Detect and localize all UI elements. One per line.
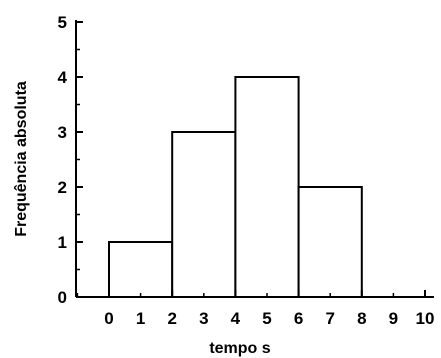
histogram-bar-2 [234, 76, 300, 298]
histogram-bar-3 [297, 186, 363, 298]
y-tick-label: 0 [58, 288, 67, 307]
ticks-layer [76, 21, 426, 298]
x-tick-label: 3 [199, 309, 208, 328]
y-tick-label: 1 [58, 233, 67, 252]
tick-labels-layer: 0 1 2 3 4 5 0 1 2 3 4 5 6 7 8 9 10 [58, 13, 435, 328]
x-tick-label: 1 [136, 309, 145, 328]
x-tick-label: 6 [294, 309, 303, 328]
histogram-bar-1 [171, 131, 237, 298]
x-tick-label: 2 [167, 309, 176, 328]
axes-layer [75, 20, 434, 298]
histogram-bar-0 [108, 241, 174, 298]
x-tick-label: 9 [389, 309, 398, 328]
x-tick-label: 0 [104, 309, 113, 328]
y-tick-label: 2 [58, 178, 67, 197]
x-tick-label: 10 [416, 309, 435, 328]
y-axis-title: Frequência absoluta [13, 81, 30, 237]
y-tick-label: 3 [58, 123, 67, 142]
y-tick-label: 5 [58, 13, 67, 32]
x-tick-label: 8 [357, 309, 366, 328]
bars-layer [108, 76, 363, 298]
y-tick-label: 4 [58, 68, 68, 87]
x-tick-label: 4 [231, 309, 241, 328]
x-axis-title: tempo s [209, 340, 270, 357]
x-tick-label: 7 [325, 309, 334, 328]
x-tick-label: 5 [262, 309, 271, 328]
